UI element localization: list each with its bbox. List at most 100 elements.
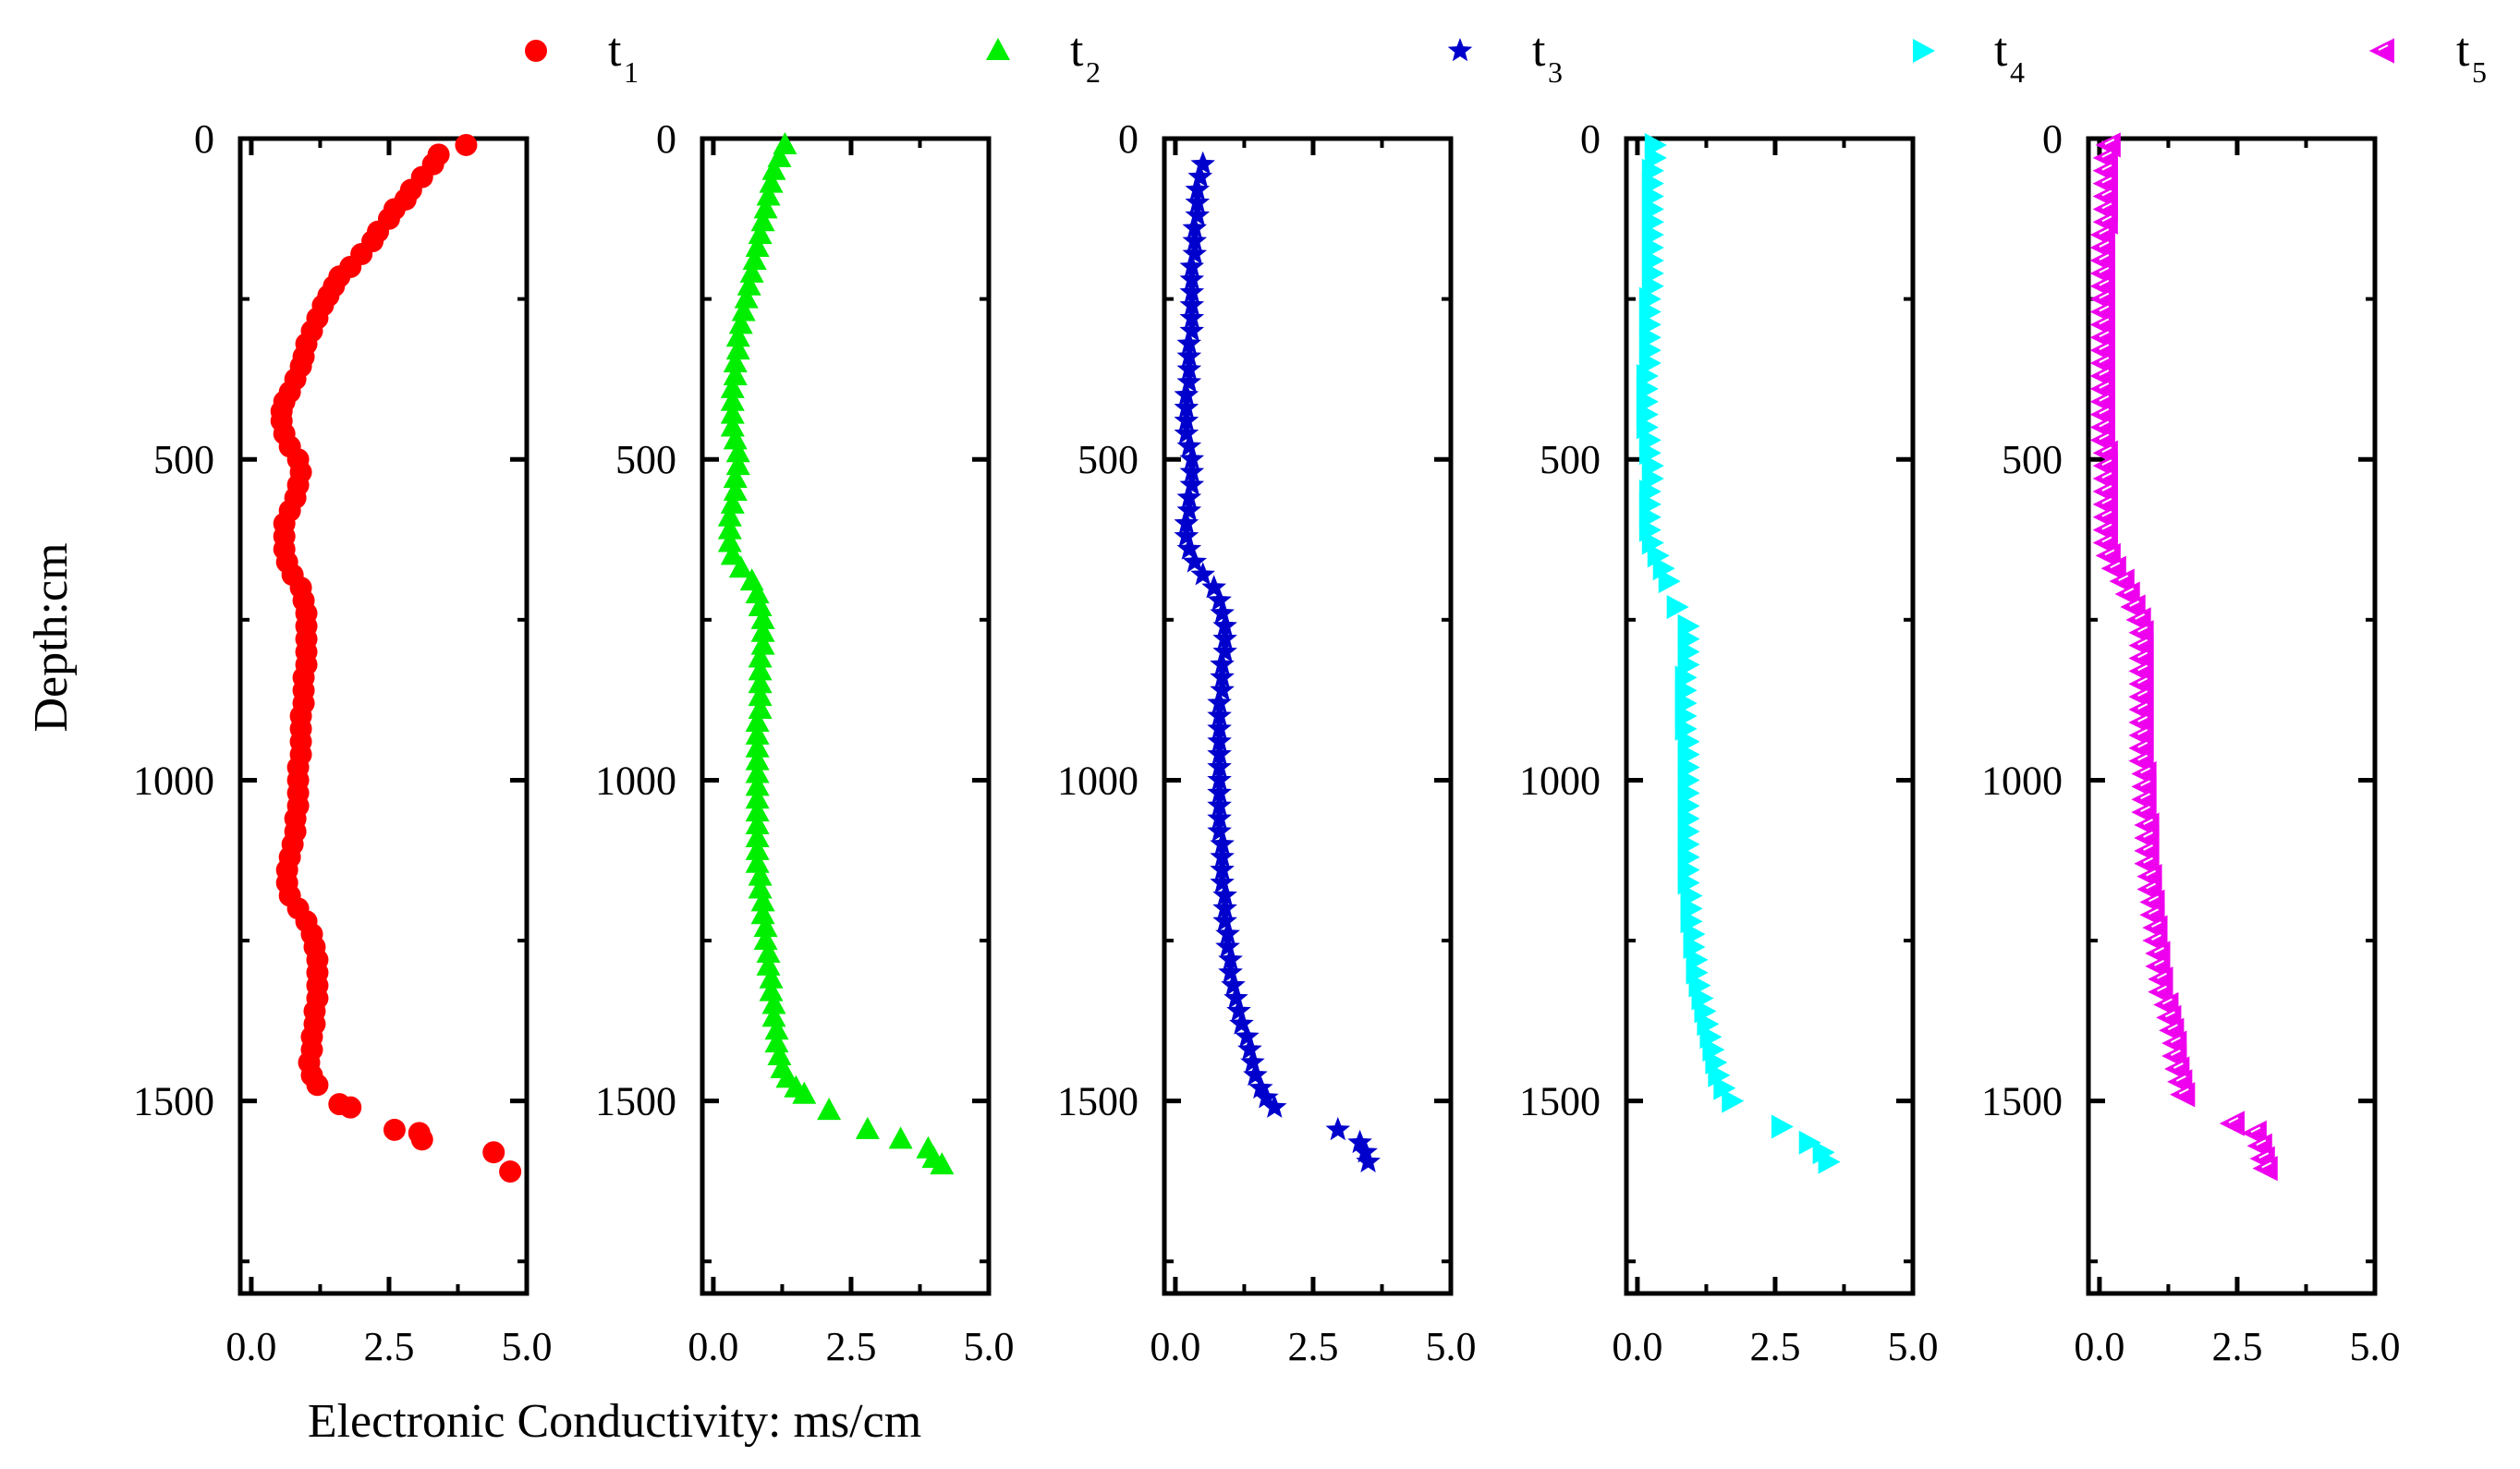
- data-point: [1215, 934, 1240, 958]
- data-point: [1207, 588, 1232, 612]
- data-point: [1176, 536, 1202, 560]
- legend-marker: [1913, 39, 1935, 63]
- data-point: [750, 632, 775, 655]
- data-point: [1210, 677, 1235, 701]
- data-point: [1713, 1075, 1736, 1100]
- y-tick-label: 500: [615, 437, 676, 482]
- data-point: [1174, 407, 1199, 431]
- legend-marker: [986, 38, 1010, 60]
- data-point: [767, 1043, 792, 1066]
- data-point: [745, 581, 770, 604]
- data-point: [745, 837, 770, 860]
- data-point: [1176, 344, 1202, 368]
- x-tick-label: 2.5: [1287, 1324, 1338, 1369]
- data-point: [753, 928, 778, 951]
- data-point: [728, 555, 753, 578]
- panel-3: 0 500 1000 1500 0.0 2.5 5.0: [1057, 116, 1477, 1369]
- y-axis-label: Depth:cm: [25, 542, 78, 732]
- data-point: [1207, 690, 1232, 714]
- data-point: [717, 504, 742, 527]
- data-point: [1179, 446, 1205, 470]
- data-point: [1210, 831, 1235, 856]
- data-point: [1174, 395, 1199, 419]
- data-point: [745, 709, 770, 732]
- data-point: [1179, 279, 1205, 303]
- data-point: [1666, 594, 1689, 619]
- data-point: [1229, 1011, 1254, 1035]
- data-point: [1210, 844, 1235, 868]
- data-point: [737, 273, 761, 296]
- panel-4: 0 500 1000 1500 0.0 2.5 5.0: [1519, 116, 1939, 1369]
- data-point: [482, 1141, 505, 1164]
- data-point: [1212, 908, 1237, 932]
- data-point: [748, 222, 773, 245]
- legend-label: t: [2456, 24, 2470, 77]
- data-point: [764, 1017, 789, 1040]
- data-point: [1190, 562, 1215, 586]
- x-tick-label: 2.5: [363, 1324, 414, 1369]
- data-point: [1210, 869, 1235, 893]
- data-point: [761, 991, 786, 1014]
- data-point: [1174, 523, 1199, 547]
- data-point: [750, 902, 775, 925]
- data-point: [1207, 806, 1232, 830]
- y-tick-label: 500: [1077, 437, 1138, 482]
- y-tick-label: 1500: [595, 1079, 676, 1124]
- plot-frame: [1162, 136, 1454, 1296]
- data-point: [1248, 1074, 1273, 1099]
- data-point: [888, 1126, 913, 1149]
- y-tick-label: 500: [153, 437, 214, 482]
- y-tick-label: 1000: [1057, 758, 1138, 803]
- data-point: [745, 760, 770, 783]
- data-point: [1174, 382, 1199, 407]
- legend-label: t: [608, 24, 622, 77]
- y-tick-label: 0: [194, 116, 214, 162]
- data-point: [761, 157, 786, 180]
- data-point: [1185, 202, 1211, 226]
- data-point: [717, 516, 742, 540]
- data-point: [930, 1152, 955, 1175]
- data-point: [745, 824, 770, 847]
- y-tick-label: 0: [2042, 116, 2063, 162]
- data-point: [1179, 459, 1205, 483]
- data-point: [756, 940, 781, 963]
- data-point: [720, 542, 745, 565]
- x-tick-label: 2.5: [1749, 1324, 1800, 1369]
- data-point: [1176, 497, 1202, 522]
- data-point: [728, 311, 753, 334]
- x-tick-label: 0.0: [2074, 1324, 2124, 1369]
- data-point: [1771, 1114, 1794, 1139]
- data-point: [1174, 420, 1199, 444]
- data-point: [745, 799, 770, 822]
- data-point: [734, 285, 759, 309]
- data-point: [764, 1030, 789, 1053]
- data-point: [1207, 728, 1232, 753]
- x-tick-label: 5.0: [1888, 1324, 1939, 1369]
- data-point: [1187, 164, 1213, 188]
- data-point: [306, 1074, 329, 1097]
- data-point: [1182, 228, 1208, 252]
- data-point: [725, 440, 750, 463]
- data-point: [855, 1116, 880, 1139]
- data-point: [745, 734, 770, 758]
- data-point: [1798, 1130, 1821, 1155]
- data-point: [1207, 780, 1232, 804]
- data-point: [745, 773, 770, 796]
- data-point: [720, 401, 745, 424]
- data-point: [1176, 357, 1202, 381]
- data-point: [1207, 754, 1232, 778]
- y-tick-label: 1000: [133, 758, 214, 803]
- data-point: [748, 876, 773, 899]
- data-point: [1221, 972, 1246, 996]
- data-point: [1176, 331, 1202, 355]
- data-point: [1226, 998, 1251, 1022]
- data-point: [745, 722, 770, 745]
- x-tick-label: 0.0: [688, 1324, 738, 1369]
- panel-5: 0 500 1000 1500 0.0 2.5 5.0: [1981, 116, 2401, 1369]
- data-point: [748, 684, 773, 707]
